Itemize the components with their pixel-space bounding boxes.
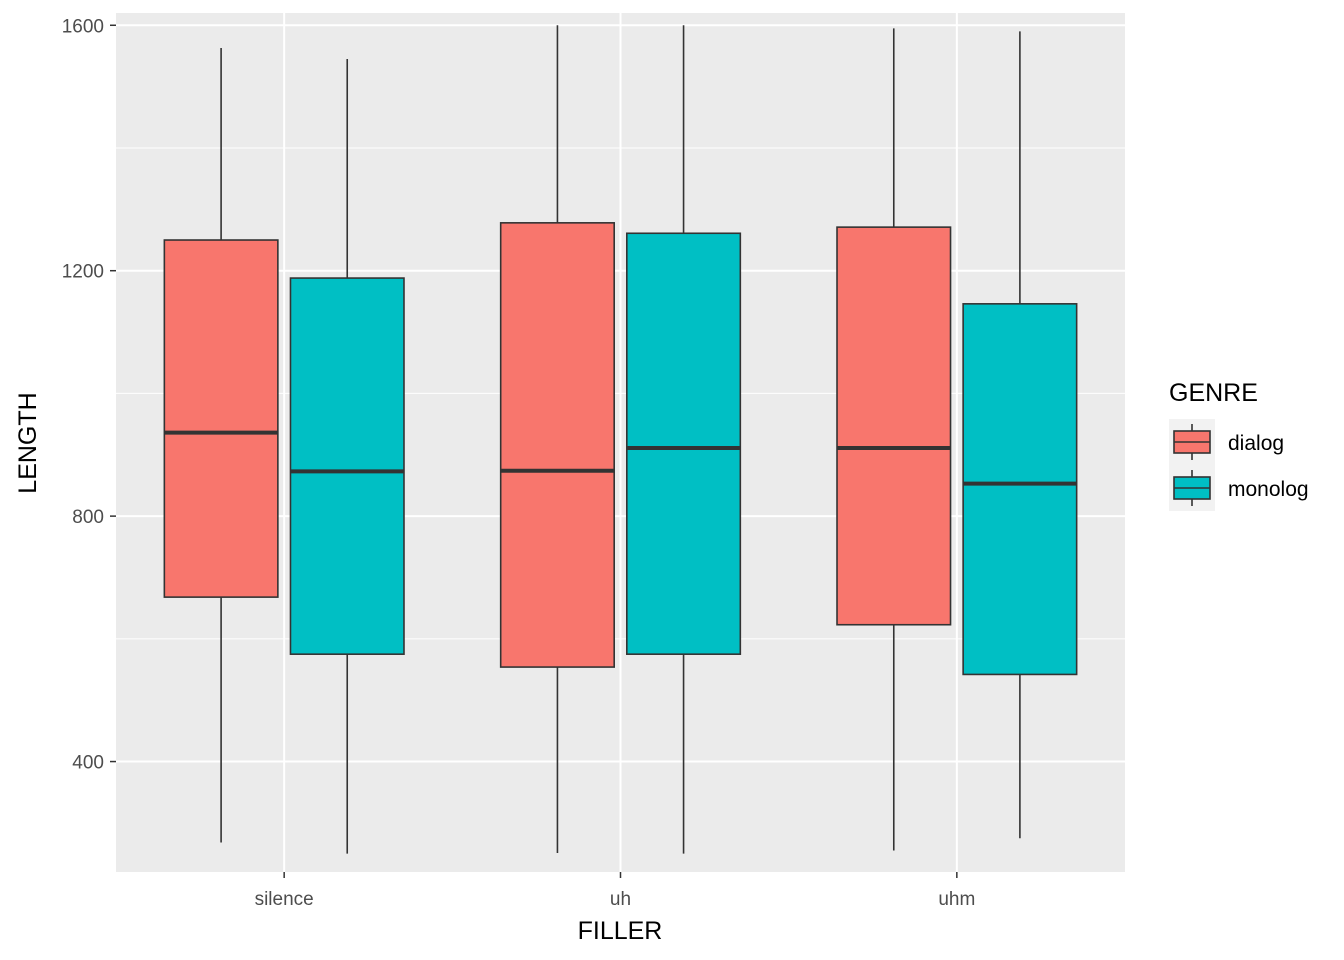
- x-axis: silence uh uhm: [255, 872, 975, 910]
- y-tick-label: 1200: [62, 262, 104, 283]
- x-tick-label: silence: [255, 889, 314, 910]
- box-monolog-silence: [289, 59, 405, 854]
- major-gridlines: [116, 13, 1125, 872]
- box-dialog-silence: [163, 47, 279, 843]
- boxplot-boxes: [163, 25, 1078, 854]
- box-dialog-uh: [499, 25, 615, 853]
- x-tick-label: uh: [610, 889, 631, 910]
- y-axis-title: LENGTH: [14, 392, 42, 493]
- y-axis: 400 800 1200 1600: [62, 16, 116, 774]
- x-tick-label: uhm: [938, 889, 975, 910]
- iqr-box: [626, 232, 742, 655]
- y-tick-label: 1600: [62, 16, 104, 37]
- iqr-box: [962, 303, 1078, 676]
- y-tick-label: 400: [72, 753, 104, 774]
- box-monolog-uhm: [962, 31, 1078, 839]
- iqr-box: [836, 226, 952, 626]
- iqr-box: [289, 277, 405, 655]
- iqr-box: [499, 222, 615, 668]
- legend-item-dialog: dialog: [1169, 419, 1284, 465]
- legend-label: dialog: [1228, 432, 1284, 455]
- iqr-box: [163, 239, 279, 598]
- y-tick-label: 800: [72, 507, 104, 528]
- x-axis-title: FILLER: [578, 917, 663, 945]
- legend: GENRE dialog monolog: [1169, 379, 1309, 511]
- legend-title: GENRE: [1169, 379, 1258, 407]
- box-dialog-uhm: [836, 28, 952, 851]
- legend-item-monolog: monolog: [1169, 465, 1309, 511]
- legend-label: monolog: [1228, 478, 1309, 501]
- box-monolog-uh: [626, 25, 742, 854]
